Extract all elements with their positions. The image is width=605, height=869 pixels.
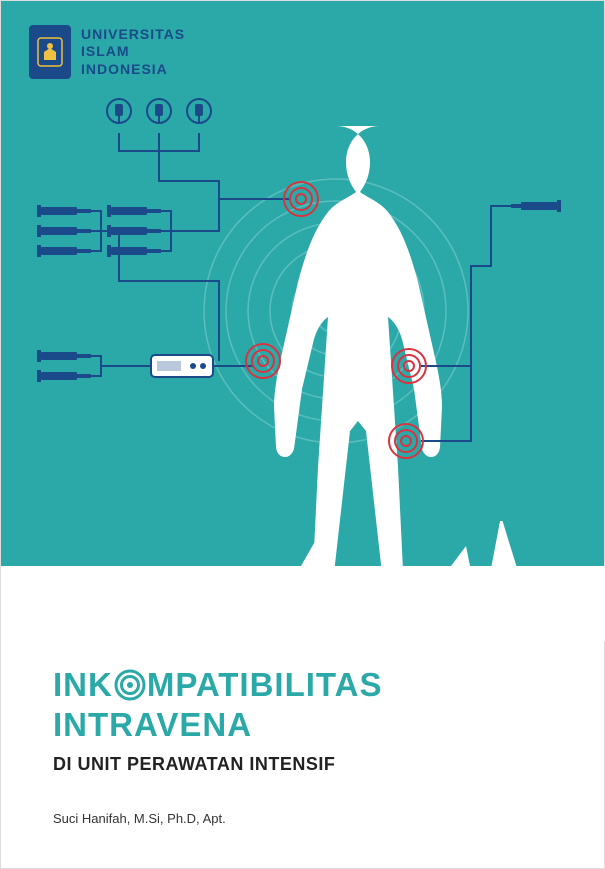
book-cover: UNIVERSITAS ISLAM INDONESIA [0, 0, 605, 869]
author-name: Suci Hanifah, M.Si, Ph.D, Apt. [53, 811, 226, 826]
university-line2: ISLAM [81, 43, 185, 61]
subtitle: DI UNIT PERAWATAN INTENSIF [53, 754, 382, 775]
university-line3: INDONESIA [81, 61, 185, 79]
title-target-o-icon [114, 669, 146, 701]
infusion-pump-icon [151, 355, 213, 377]
title-suffix: MPATIBILITAS [147, 666, 383, 704]
title-prefix: INK [53, 666, 113, 704]
university-logo-block: UNIVERSITAS ISLAM INDONESIA [29, 25, 185, 79]
university-logo-badge [29, 25, 71, 79]
iv-bag-icons [107, 99, 211, 123]
iv-diagram [1, 91, 605, 591]
title-block: INK MPATIBILITAS INTRAVENA DI UNIT PERAW… [53, 666, 382, 775]
title-line-1: INK MPATIBILITAS [53, 666, 382, 704]
top-teal-section: UNIVERSITAS ISLAM INDONESIA [1, 1, 604, 566]
university-crest-icon [36, 34, 64, 70]
university-name: UNIVERSITAS ISLAM INDONESIA [81, 26, 185, 79]
ekg-divider [1, 521, 605, 641]
university-line1: UNIVERSITAS [81, 26, 185, 44]
title-line-2: INTRAVENA [53, 706, 382, 744]
